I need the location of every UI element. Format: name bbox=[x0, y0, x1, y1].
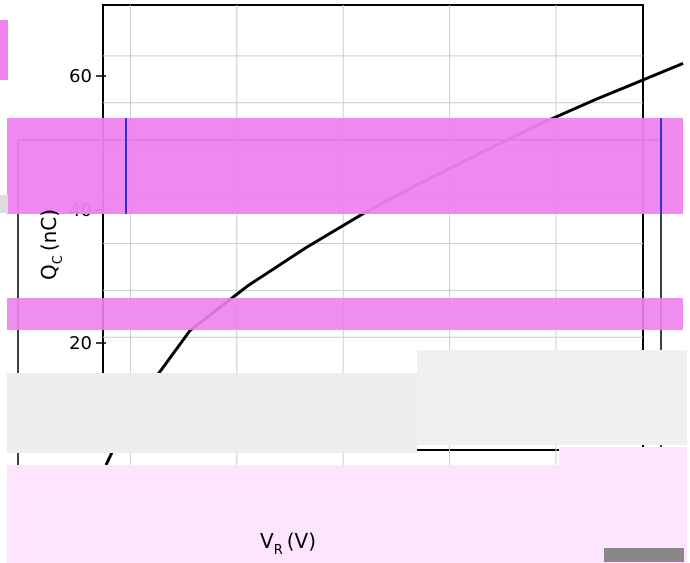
y-tick-label: 20 bbox=[69, 333, 92, 354]
x-axis-title-unit: (V) bbox=[287, 529, 316, 553]
x-axis-title-main: V bbox=[260, 529, 274, 553]
y-axis-title-main: Q bbox=[37, 264, 61, 280]
artifact-overlays bbox=[0, 20, 687, 563]
svg-text:QC(nC): QC (nC) bbox=[37, 209, 66, 280]
y-axis-title-unit: (nC) bbox=[37, 209, 61, 251]
x-axis-title-sub: R bbox=[274, 543, 283, 558]
x-axis-title: VR (V) bbox=[260, 529, 316, 558]
svg-text:VR(V): VR (V) bbox=[260, 529, 316, 558]
y-axis-title: QC (nC) bbox=[37, 209, 66, 280]
y-axis-title-sub: C bbox=[51, 255, 66, 264]
y-tick-label: 60 bbox=[69, 66, 92, 87]
